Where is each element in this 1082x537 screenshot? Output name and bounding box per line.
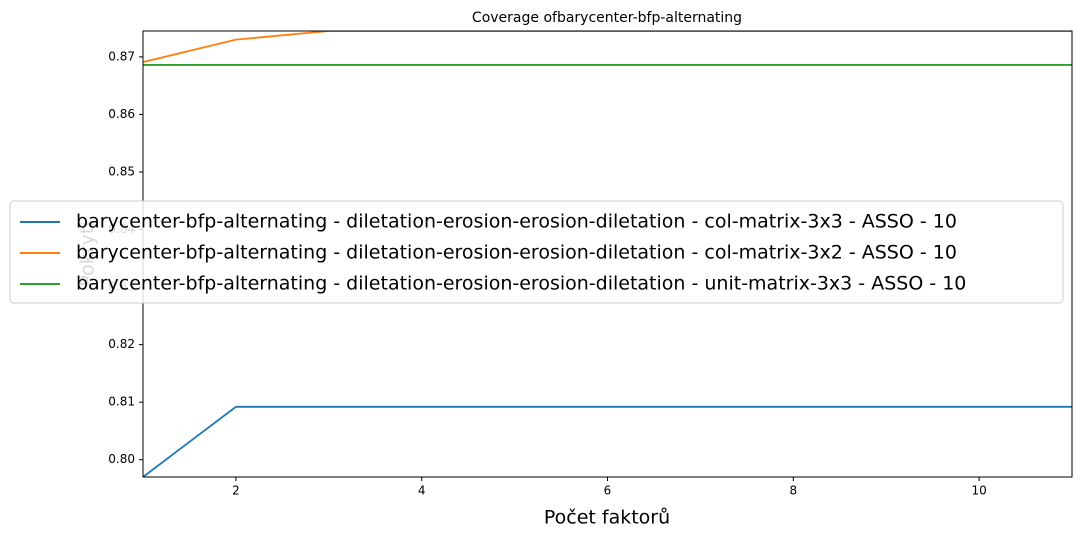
legend-label: barycenter-bfp-alternating - diletation-… bbox=[76, 242, 957, 264]
y-tick-label: 0.85 bbox=[108, 164, 135, 178]
legend-label: barycenter-bfp-alternating - diletation-… bbox=[76, 211, 957, 233]
y-tick-label: 0.81 bbox=[108, 395, 135, 409]
x-tick-label: 8 bbox=[789, 484, 797, 498]
y-tick-label: 0.82 bbox=[108, 337, 135, 351]
series-line bbox=[143, 31, 1072, 63]
x-tick-label: 4 bbox=[418, 484, 426, 498]
legend: barycenter-bfp-alternating - diletation-… bbox=[9, 200, 1064, 304]
x-axis-label: Počet faktorů bbox=[544, 507, 670, 529]
y-tick-label: 0.80 bbox=[108, 452, 135, 466]
x-tick-label: 6 bbox=[604, 484, 612, 498]
plot-lines bbox=[143, 31, 1072, 477]
y-tick-label: 0.87 bbox=[108, 49, 135, 63]
legend-box bbox=[9, 200, 1064, 304]
chart-title: Coverage ofbarycenter-bfp-alternating bbox=[472, 10, 742, 26]
x-tick-label: 2 bbox=[232, 484, 240, 498]
y-tick-label: 0.86 bbox=[108, 107, 135, 121]
series-line bbox=[143, 405, 1072, 477]
legend-label: barycenter-bfp-alternating - diletation-… bbox=[76, 273, 966, 295]
x-tick-label: 10 bbox=[971, 484, 986, 498]
